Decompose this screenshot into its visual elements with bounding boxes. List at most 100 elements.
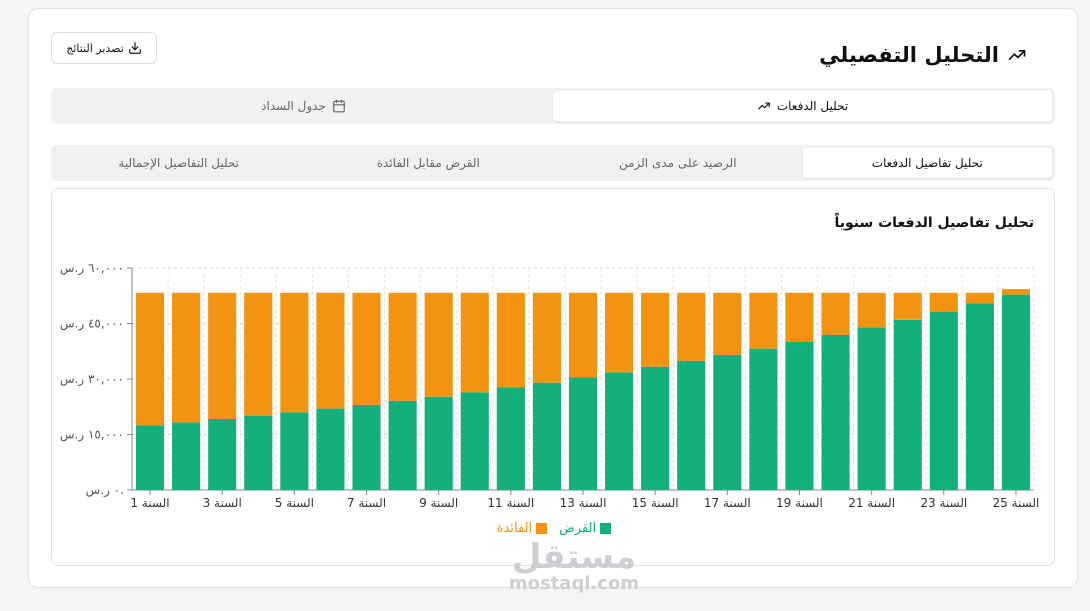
legend-label: الفائدة — [496, 521, 533, 536]
tab-label: تحليل الدفعات — [776, 99, 849, 113]
bar-interest — [568, 292, 598, 378]
bar-loan — [749, 348, 778, 490]
main-tabs: تحليل الدفعات جدول السداد — [51, 88, 1055, 124]
bar-interest — [244, 292, 273, 416]
x-tick-label: السنة 21 — [848, 496, 895, 510]
trending-up-icon — [757, 102, 770, 110]
x-tick-label: السنة 9 — [419, 496, 458, 510]
bar-loan — [388, 400, 417, 490]
x-tick-label: السنة 5 — [275, 496, 314, 510]
x-tick-label: السنة 19 — [776, 496, 823, 510]
bar-interest — [965, 292, 994, 304]
y-tick-label: ٣٠,٠٠٠ ر.س — [60, 372, 124, 387]
export-results-button[interactable]: تصدير النتائج — [51, 32, 157, 64]
bar-interest — [135, 292, 165, 426]
bar-interest — [496, 292, 525, 388]
bar-interest — [532, 292, 561, 383]
page-title-text: التحليل التفصيلي — [819, 43, 999, 67]
chart-title: تحليل تفاصيل الدفعات سنوياً — [834, 215, 1034, 231]
chart-legend: القرض الفائدة — [52, 521, 1056, 536]
bar-loan — [532, 382, 561, 490]
export-label: تصدير النتائج — [66, 41, 124, 55]
bar-interest — [713, 292, 742, 355]
x-tick-label: السنة 1 — [130, 496, 169, 510]
bar-interest — [316, 292, 345, 409]
legend-item-loan[interactable]: القرض — [559, 521, 612, 536]
bar-loan — [496, 387, 525, 490]
bar-interest — [749, 292, 778, 349]
y-tick-label: ١٥,٠٠٠ ر.س — [60, 428, 124, 443]
bar-interest — [893, 292, 922, 320]
bar-interest — [388, 292, 417, 401]
bar-loan — [280, 412, 309, 490]
bar-loan — [1001, 294, 1031, 490]
tab-label: الرصيد على مدى الزمن — [618, 156, 737, 170]
bar-loan — [352, 404, 381, 490]
tab-repayment-schedule[interactable]: جدول السداد — [54, 91, 553, 121]
bar-loan — [785, 342, 814, 490]
legend-item-interest[interactable]: الفائدة — [496, 521, 548, 536]
tab-loan-vs-interest[interactable]: القرض مقابل الفائدة — [304, 148, 554, 178]
legend-swatch — [600, 523, 612, 534]
bar-loan — [929, 312, 958, 490]
bar-interest — [280, 292, 309, 413]
bar-loan — [677, 360, 706, 490]
tab-payments-analysis[interactable]: تحليل الدفعات — [553, 91, 1052, 121]
page-title: التحليل التفصيلي — [819, 43, 1027, 67]
x-tick-label: السنة 7 — [347, 496, 386, 510]
y-tick-label: ٤٥,٠٠٠ ر.س — [60, 317, 124, 332]
bar-interest — [677, 292, 706, 361]
bar-loan — [641, 366, 670, 490]
watermark-english: mostaql.com — [508, 573, 640, 594]
download-icon — [128, 42, 141, 54]
bar-interest — [641, 292, 670, 367]
tab-label: جدول السداد — [261, 99, 326, 113]
x-tick-label: السنة 15 — [632, 496, 679, 510]
bar-interest — [605, 292, 634, 373]
watermark-arabic: مستقل — [511, 537, 637, 577]
bar-loan — [208, 418, 237, 490]
y-tick-label: ٠ ر.س. — [86, 483, 124, 498]
x-tick-label: السنة 13 — [560, 496, 607, 510]
analysis-card: التحليل التفصيلي تصدير النتائج تحليل الد… — [28, 8, 1078, 593]
bar-loan — [568, 377, 598, 490]
bar-loan — [424, 396, 453, 490]
bar-interest — [929, 292, 958, 313]
bar-loan — [244, 415, 273, 490]
bar-interest — [460, 292, 489, 393]
stacked-bar-chart: ٠ ر.س. ١٥,٠٠٠ ر.س ٣٠,٠٠٠ ر.س ٤٥,٠٠٠ ر.س ٦٠,٠… — [60, 261, 1040, 510]
tab-total-details[interactable]: تحليل التفاصيل الإجمالية — [54, 148, 304, 178]
x-tick-label: السنة 23 — [920, 496, 967, 510]
tab-label: تحليل التفاصيل الإجمالية — [118, 156, 240, 170]
tab-balance-over-time[interactable]: الرصيد على مدى الزمن — [553, 148, 803, 178]
x-tick-label: السنة 11 — [487, 496, 534, 510]
bar-loan — [460, 392, 489, 490]
bar-loan — [135, 425, 165, 490]
tab-label: القرض مقابل الفائدة — [376, 156, 480, 170]
bar-loan — [316, 408, 345, 490]
legend-swatch — [536, 523, 548, 534]
y-tick-label: ٦٠,٠٠٠ ر.س — [60, 261, 124, 276]
x-tick-label: السنة 3 — [203, 496, 242, 510]
x-tick-label: السنة 17 — [704, 496, 751, 510]
bar-interest — [821, 292, 850, 335]
bar-loan — [965, 303, 994, 490]
bar-loan — [893, 319, 922, 490]
bar-interest — [172, 292, 201, 423]
bar-interest — [785, 292, 814, 342]
bar-loan — [857, 327, 886, 490]
bar-interest — [1001, 289, 1031, 295]
bar-interest — [208, 292, 237, 419]
x-tick-label: السنة 25 — [993, 496, 1040, 510]
bar-interest — [352, 292, 381, 405]
bar-loan — [605, 372, 634, 490]
bar-interest — [424, 292, 453, 397]
tab-payment-details[interactable]: تحليل تفاصيل الدفعات — [802, 148, 1052, 178]
bar-loan — [172, 422, 201, 490]
watermark-logo: مستقل mostaql.com — [499, 539, 649, 593]
chart-card: تحليل تفاصيل الدفعات سنوياً ٠ ر.س. ١٥,٠٠٠… — [51, 188, 1055, 566]
trending-up-icon — [1008, 50, 1026, 61]
bar-interest — [857, 292, 886, 328]
legend-label: القرض — [559, 521, 597, 536]
calendar-icon — [333, 99, 345, 113]
